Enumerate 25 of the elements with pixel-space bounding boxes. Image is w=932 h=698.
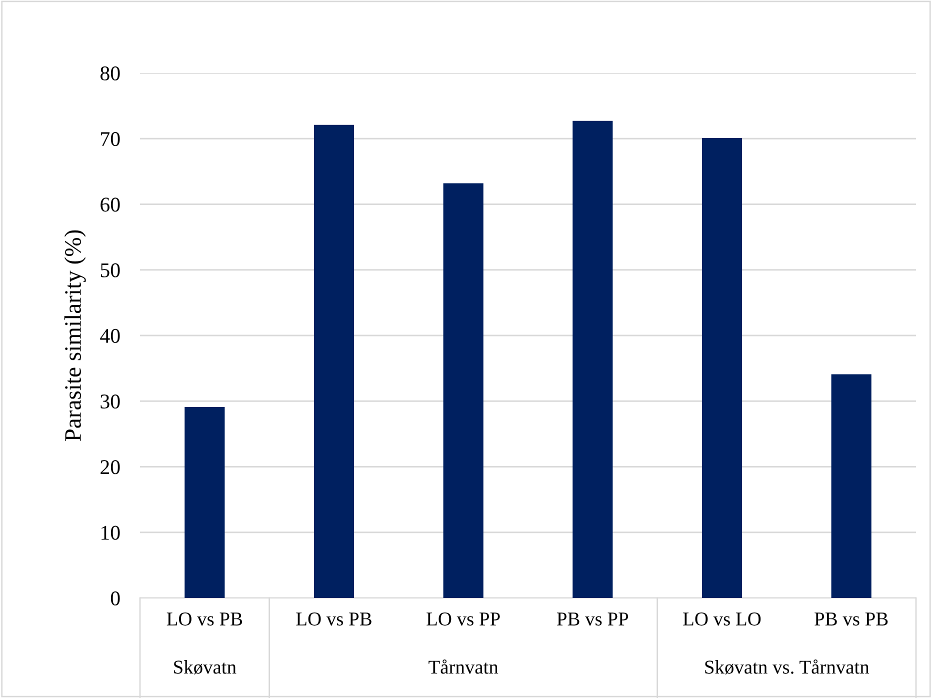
y-tick-label: 20 (100, 460, 120, 474)
y-tick-label: 70 (101, 132, 120, 146)
y-tick-label: 60 (100, 198, 120, 212)
y-tick-label: 0 (110, 591, 120, 606)
y-tick-label: 50 (100, 263, 120, 278)
text: Skøvatn vs. Tårnvatn (705, 659, 870, 674)
x-tick-label: LO vs LO (683, 612, 761, 626)
bar (184, 407, 225, 598)
y-tick-label: 40 (100, 328, 120, 343)
y-tick-label: 10 (102, 526, 120, 540)
y-tick-label: 80 (100, 66, 120, 80)
x-tick-label: LO vs PB (166, 612, 242, 626)
x-tick-label: PB vs PB (814, 612, 888, 626)
bar (702, 138, 742, 598)
bar (443, 183, 484, 598)
x-tick-label: LO vs PB (296, 612, 372, 626)
bar (572, 120, 613, 598)
y-axis-title: Parasite similarity (%) (64, 230, 86, 442)
bar (831, 374, 872, 598)
text: Tårnvatn (428, 659, 498, 674)
text: Skøvatn (174, 660, 236, 674)
bar (314, 124, 354, 598)
x-tick-label: PB vs PP (557, 612, 628, 626)
y-tick-label: 30 (100, 394, 120, 409)
x-tick-label: LO vs PP (426, 612, 500, 626)
